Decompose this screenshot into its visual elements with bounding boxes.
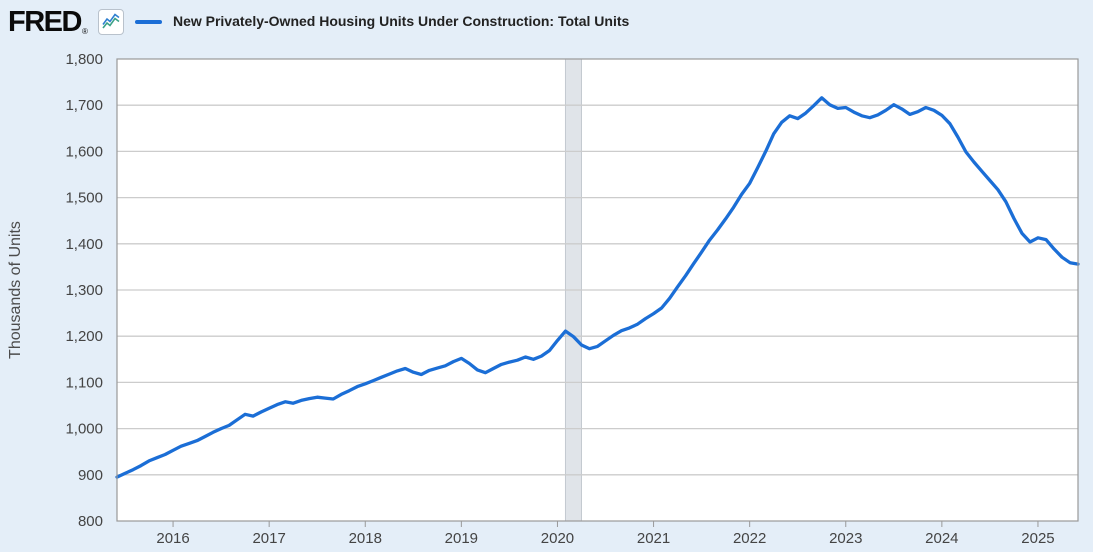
- y-tick-label: 1,000: [65, 421, 103, 438]
- fred-logo[interactable]: FRED ®: [8, 5, 88, 38]
- plot-border: [116, 58, 1079, 522]
- x-tick-label: 2025: [1021, 530, 1054, 547]
- y-tick-label: 1,400: [65, 236, 103, 253]
- y-tick-label: 1,300: [65, 282, 103, 299]
- line-chart-icon[interactable]: [97, 9, 124, 35]
- x-tick-label: 2021: [637, 530, 670, 547]
- y-tick-label: 1,200: [65, 328, 103, 345]
- x-tick-label: 2018: [349, 530, 382, 547]
- y-tick-label: 1,600: [65, 143, 103, 160]
- x-tick-label: 2022: [733, 530, 766, 547]
- registered-mark-icon: ®: [82, 26, 88, 36]
- y-tick-label: 1,500: [65, 190, 103, 207]
- x-tick-label: 2019: [445, 530, 478, 547]
- y-tick-label: 900: [78, 467, 103, 484]
- chart-header: FRED ® New Privately-Owned Housing Units …: [8, 5, 629, 39]
- y-tick-label: 800: [78, 513, 103, 530]
- series-line[interactable]: [115, 96, 1080, 479]
- x-tick-label: 2016: [156, 530, 189, 547]
- y-tick-label: 1,800: [65, 51, 103, 68]
- x-tick-label: 2024: [925, 530, 958, 547]
- x-tick-label: 2017: [252, 530, 285, 547]
- legend-line-swatch: [134, 20, 162, 24]
- x-tick-label: 2023: [829, 530, 862, 547]
- y-tick-label: 1,700: [65, 97, 103, 114]
- y-tick-label: 1,100: [65, 374, 103, 391]
- chart-title: New Privately-Owned Housing Units Under …: [172, 13, 630, 30]
- x-tick-label: 2020: [541, 530, 574, 547]
